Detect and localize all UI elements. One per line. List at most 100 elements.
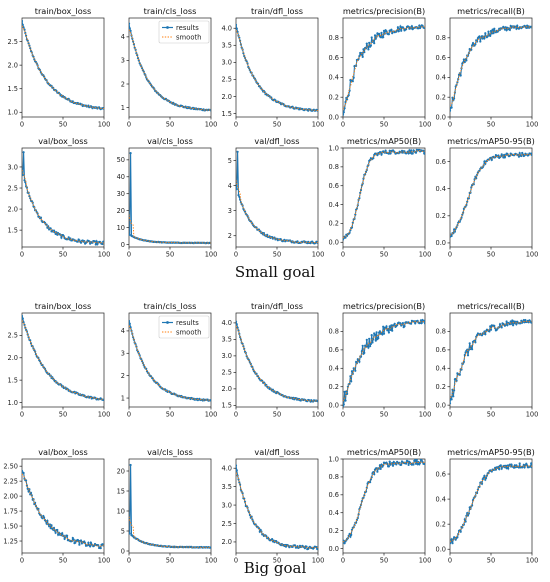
results-point <box>354 213 357 216</box>
chart-panel: metrics/recall(B) 0.0 0.2 0.4 0.6 0.8 0 50 100 <box>436 301 539 419</box>
results-point <box>22 19 24 23</box>
panel-title: train/dfl_loss <box>251 6 303 16</box>
results-point <box>22 317 24 320</box>
results-point <box>500 326 503 329</box>
axes-frame <box>128 458 212 554</box>
results-point <box>518 462 521 465</box>
results-point <box>396 26 399 29</box>
results-point <box>132 40 135 43</box>
smooth-series-line <box>236 180 318 244</box>
results-point <box>523 466 526 469</box>
smooth-series-line <box>22 169 104 244</box>
y-tick-label: 2.5 <box>8 38 19 46</box>
plot-area <box>129 152 211 245</box>
results-point <box>399 25 402 28</box>
y-tick-label: 3 <box>228 207 232 215</box>
chart-panel: train/box_loss 1.0 1.5 2.0 2.5 0 50 100 <box>8 301 111 419</box>
results-point <box>236 326 239 329</box>
x-tick-label: 50 <box>59 251 67 259</box>
panel-title: val/dfl_loss <box>254 136 299 146</box>
x-tick-label: 50 <box>59 411 67 419</box>
results-point <box>491 28 494 31</box>
results-point <box>369 481 372 484</box>
results-point <box>530 153 532 157</box>
y-tick-label: 3.5 <box>222 483 233 491</box>
results-point <box>209 546 211 549</box>
results-point <box>94 243 97 246</box>
results-point <box>492 32 495 35</box>
results-point <box>478 35 481 38</box>
results-point <box>450 106 453 109</box>
y-tick-label: 4.0 <box>222 25 233 33</box>
y-tick-label: 0.8 <box>436 34 447 42</box>
results-point <box>388 149 391 152</box>
x-tick-label: 50 <box>380 411 388 419</box>
x-tick-label: 100 <box>312 251 325 259</box>
chart-panel: train/cls_loss 1 2 3 4 0 50 100 results smooth <box>121 301 218 419</box>
results-point <box>236 183 238 187</box>
axes-frame <box>128 147 212 248</box>
results-point <box>465 59 468 62</box>
results-point <box>384 149 387 152</box>
results-point <box>400 29 403 32</box>
results-point <box>375 331 378 334</box>
results-point <box>410 25 413 28</box>
results-point <box>265 535 268 538</box>
y-tick-label: 2.0 <box>8 205 19 213</box>
smooth-series-line <box>22 320 104 401</box>
results-point <box>238 481 241 484</box>
results-point <box>303 547 306 550</box>
smooth-series-line <box>450 153 532 236</box>
results-point <box>389 152 392 155</box>
x-tick-label: 0 <box>20 251 24 259</box>
results-point <box>236 30 239 33</box>
panel-title: metrics/precision(B) <box>343 301 425 311</box>
results-point <box>484 32 487 35</box>
results-point <box>382 36 385 39</box>
panel-title: train/box_loss <box>35 301 92 311</box>
y-tick-label: 1.25 <box>3 537 18 545</box>
results-point <box>368 41 371 44</box>
results-point <box>387 465 390 468</box>
x-tick-label: 0 <box>20 411 24 419</box>
y-tick-label: 2.0 <box>222 385 233 393</box>
results-point <box>397 30 400 33</box>
results-point <box>450 109 452 112</box>
results-point <box>258 530 261 533</box>
results-point <box>369 44 372 47</box>
results-point <box>358 55 361 58</box>
results-point <box>452 395 455 398</box>
x-tick-label: 50 <box>166 251 174 259</box>
x-tick-label: 0 <box>20 121 24 129</box>
x-tick-label: 100 <box>312 557 325 565</box>
results-point <box>507 467 510 470</box>
results-point <box>459 74 462 77</box>
axes-frame <box>21 458 105 554</box>
results-point <box>46 519 49 523</box>
x-tick-label: 100 <box>419 557 432 565</box>
results-point <box>489 29 493 33</box>
x-tick-label: 50 <box>273 251 281 259</box>
results-point <box>66 534 69 537</box>
results-point <box>450 398 453 401</box>
results-point <box>347 94 350 97</box>
legend-smooth-label: smooth <box>176 34 201 42</box>
results-point <box>50 524 53 527</box>
results-point <box>346 98 349 101</box>
x-tick-label: 50 <box>487 121 495 129</box>
results-point <box>47 225 50 228</box>
results-point <box>354 369 357 372</box>
results-point <box>423 463 425 466</box>
legend-results-label: results <box>176 24 199 32</box>
results-point <box>466 514 470 517</box>
results-point <box>373 42 376 45</box>
results-point <box>471 44 474 47</box>
results-point <box>74 541 77 544</box>
panel-title: train/cls_loss <box>144 6 197 16</box>
axes-frame <box>342 147 426 248</box>
axes-frame <box>449 458 533 554</box>
x-tick-label: 0 <box>341 557 345 565</box>
y-tick-label: 2.5 <box>222 369 233 377</box>
x-tick-label: 0 <box>234 251 238 259</box>
